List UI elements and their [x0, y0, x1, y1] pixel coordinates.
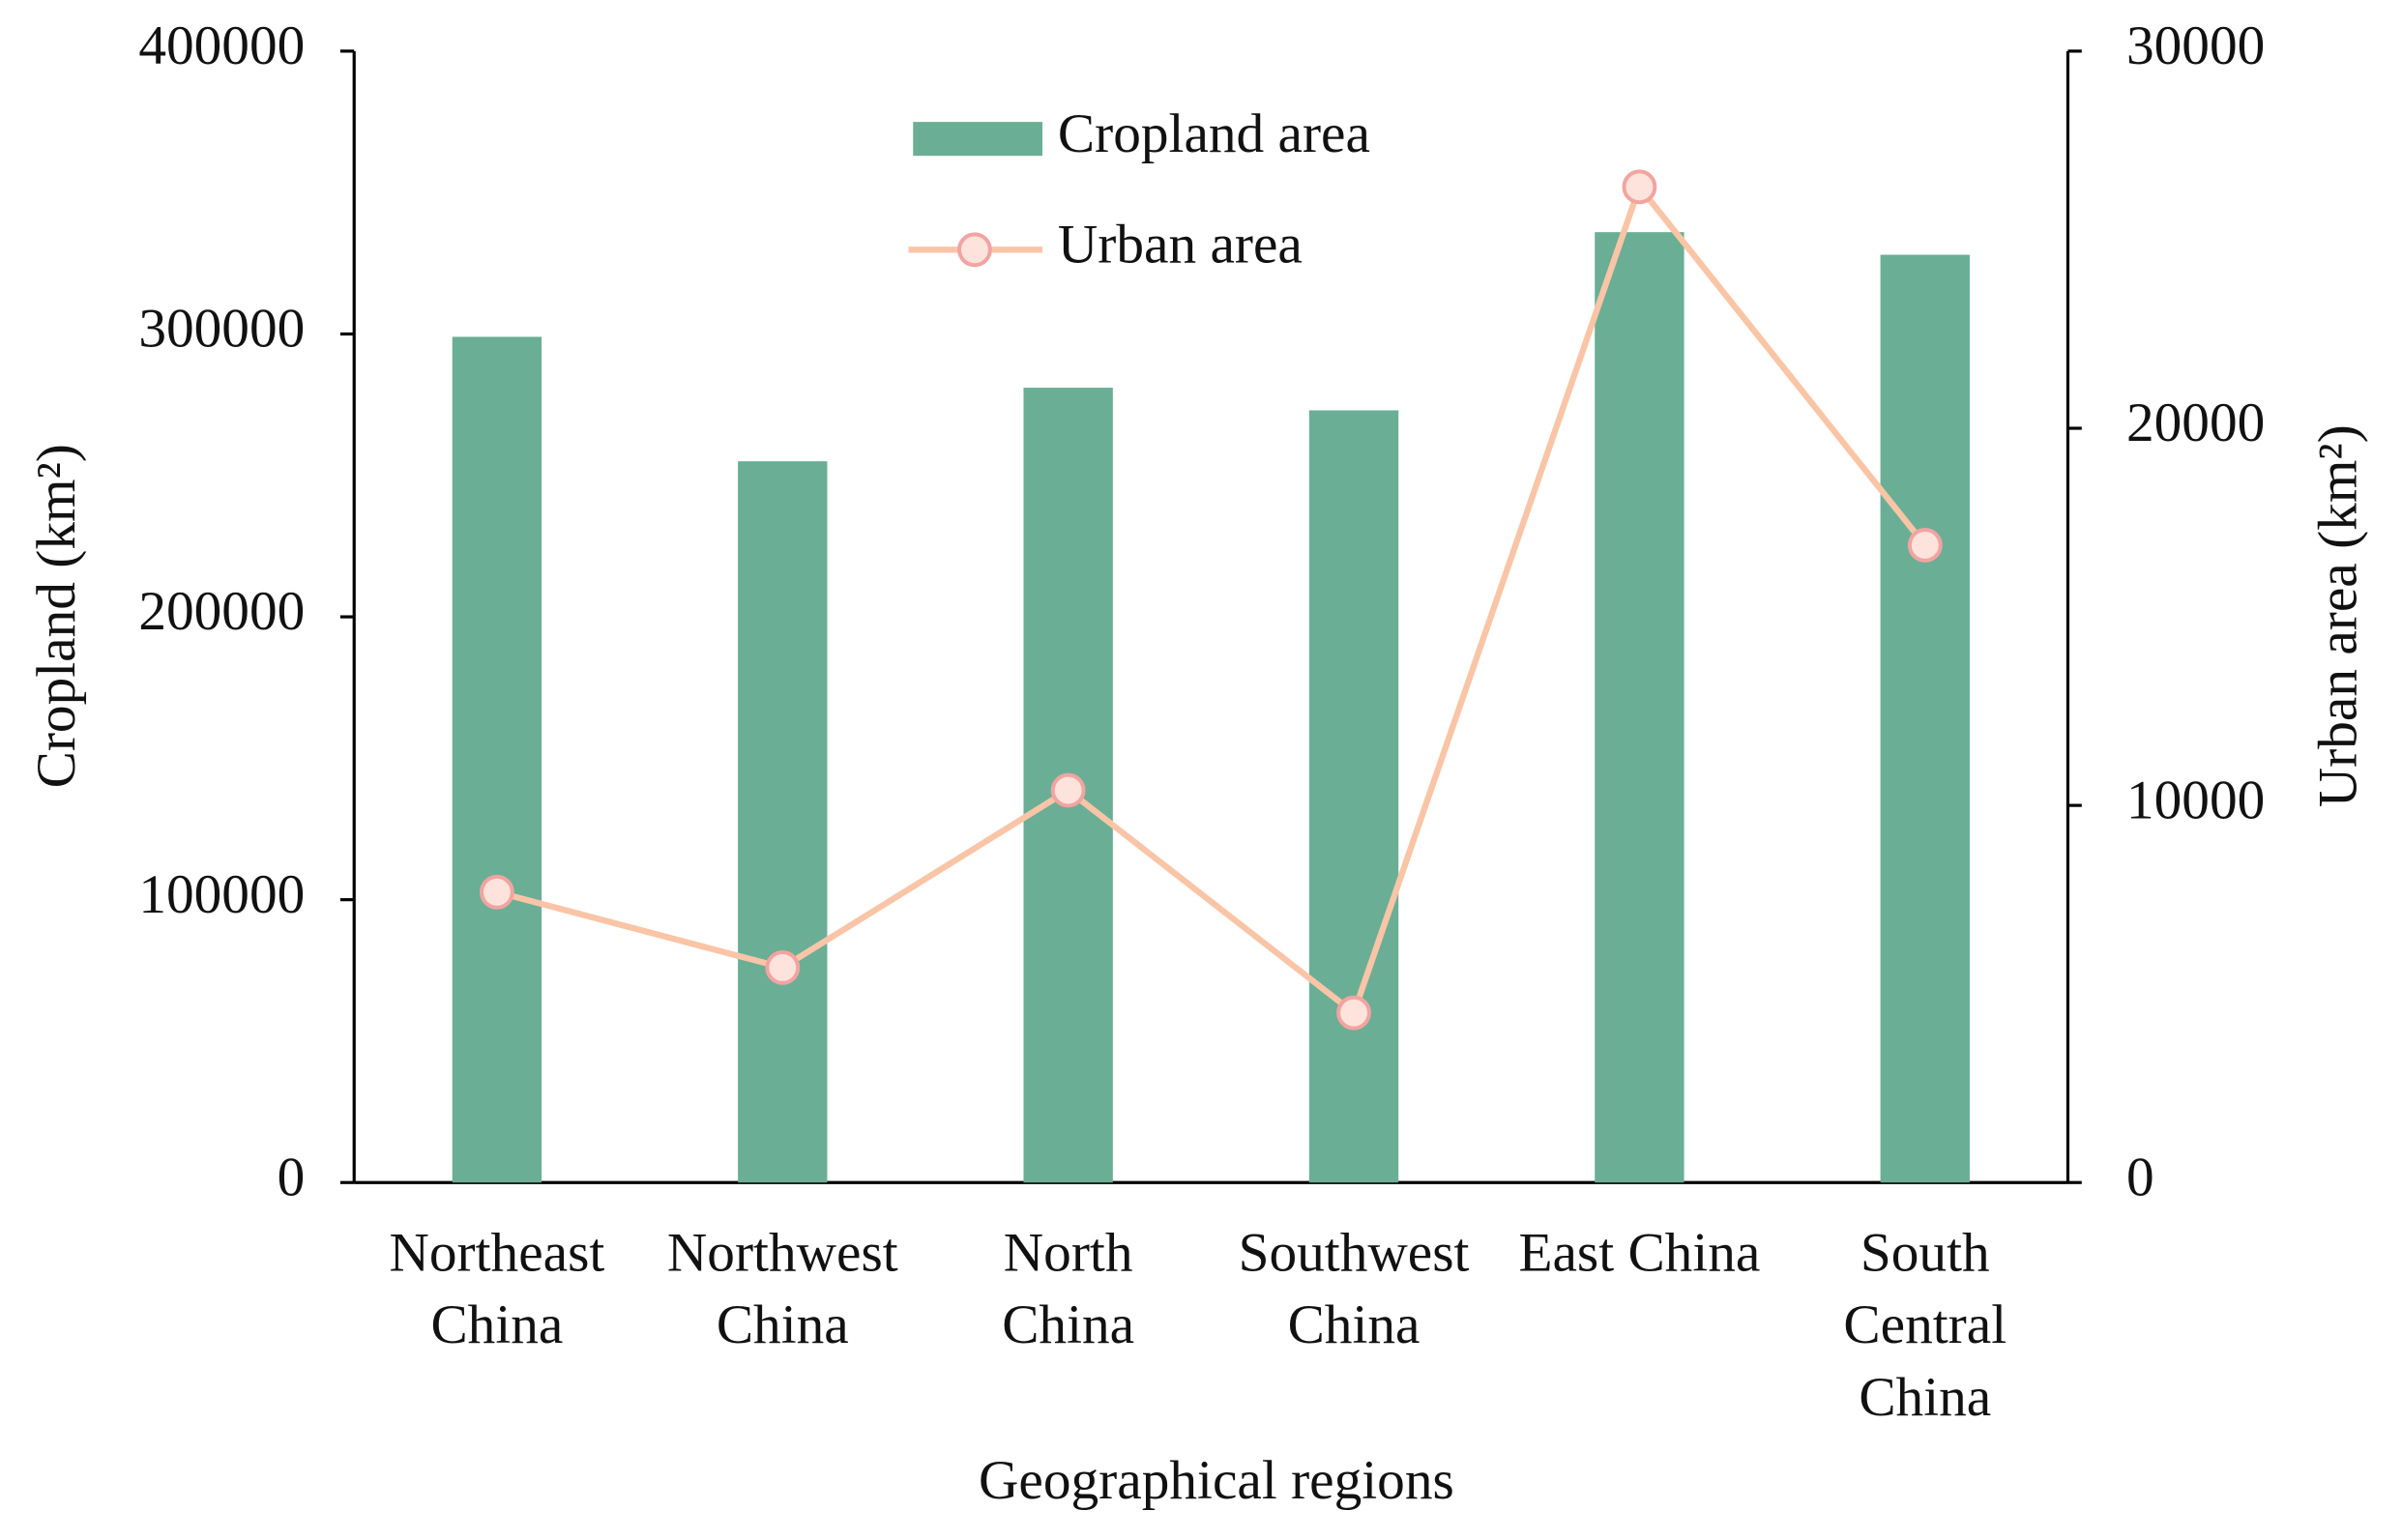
y2-tick-label: 0 — [2126, 1147, 2154, 1207]
x-tick-label: Northeast China — [390, 1222, 605, 1355]
line-marker — [1622, 169, 1657, 205]
line-marker — [1050, 772, 1086, 808]
y2-tick-label: 10000 — [2126, 770, 2265, 830]
line-marker — [1336, 995, 1371, 1031]
bar — [1308, 410, 1399, 1183]
bar — [452, 336, 542, 1183]
bar — [1880, 254, 1970, 1183]
line — [496, 180, 1928, 1018]
y-tick-label: 400000 — [138, 15, 305, 76]
x-tick-label-line: Central — [1843, 1294, 2007, 1355]
bar — [738, 461, 828, 1183]
legend-marker — [957, 232, 992, 268]
line-marker — [765, 949, 801, 985]
x-tick-label: North China — [1002, 1222, 1134, 1355]
y-tick-label: 0 — [278, 1147, 306, 1207]
x-tick-label-line: China — [1859, 1367, 1991, 1428]
x-tick-label-line: Northeast — [390, 1222, 605, 1283]
x-tick-label: East China — [1518, 1222, 1760, 1283]
line-marker — [1907, 528, 1943, 563]
y-axis-title: Cropland (km²) — [26, 444, 87, 788]
x-tick-label-line: China — [1288, 1294, 1421, 1355]
y-tick-label: 200000 — [138, 581, 305, 642]
y2-tick-label: 30000 — [2126, 15, 2265, 76]
x-axis-title: Geographical regions — [979, 1450, 1454, 1511]
x-tick-label: Northwest China — [667, 1222, 898, 1355]
legend-swatch — [913, 122, 1042, 157]
x-tick-label-line: North — [1004, 1222, 1133, 1283]
x-tick-label-line: Northwest — [667, 1222, 898, 1283]
x-tick-label: South Central China — [1843, 1222, 2007, 1428]
y2-tick-label: 20000 — [2126, 392, 2265, 453]
y-tick-label: 100000 — [138, 864, 305, 925]
bar — [1595, 232, 1684, 1183]
x-tick-label-line: China — [1002, 1294, 1134, 1355]
y-tick-label: 300000 — [138, 299, 305, 360]
y2-axis-title: Urban area (km²) — [2308, 424, 2369, 807]
legend-label: Cropland area — [1058, 103, 1370, 164]
line-marker — [480, 874, 514, 910]
x-tick-label: Southwest China — [1239, 1222, 1470, 1355]
x-tick-label-line: China — [430, 1294, 563, 1355]
x-tick-label-line: China — [717, 1294, 849, 1355]
x-tick-label-line: Southwest — [1239, 1222, 1470, 1283]
x-tick-label-line: East China — [1518, 1222, 1760, 1283]
legend-label: Urban area — [1058, 214, 1303, 275]
x-tick-label-line: South — [1860, 1222, 1990, 1283]
